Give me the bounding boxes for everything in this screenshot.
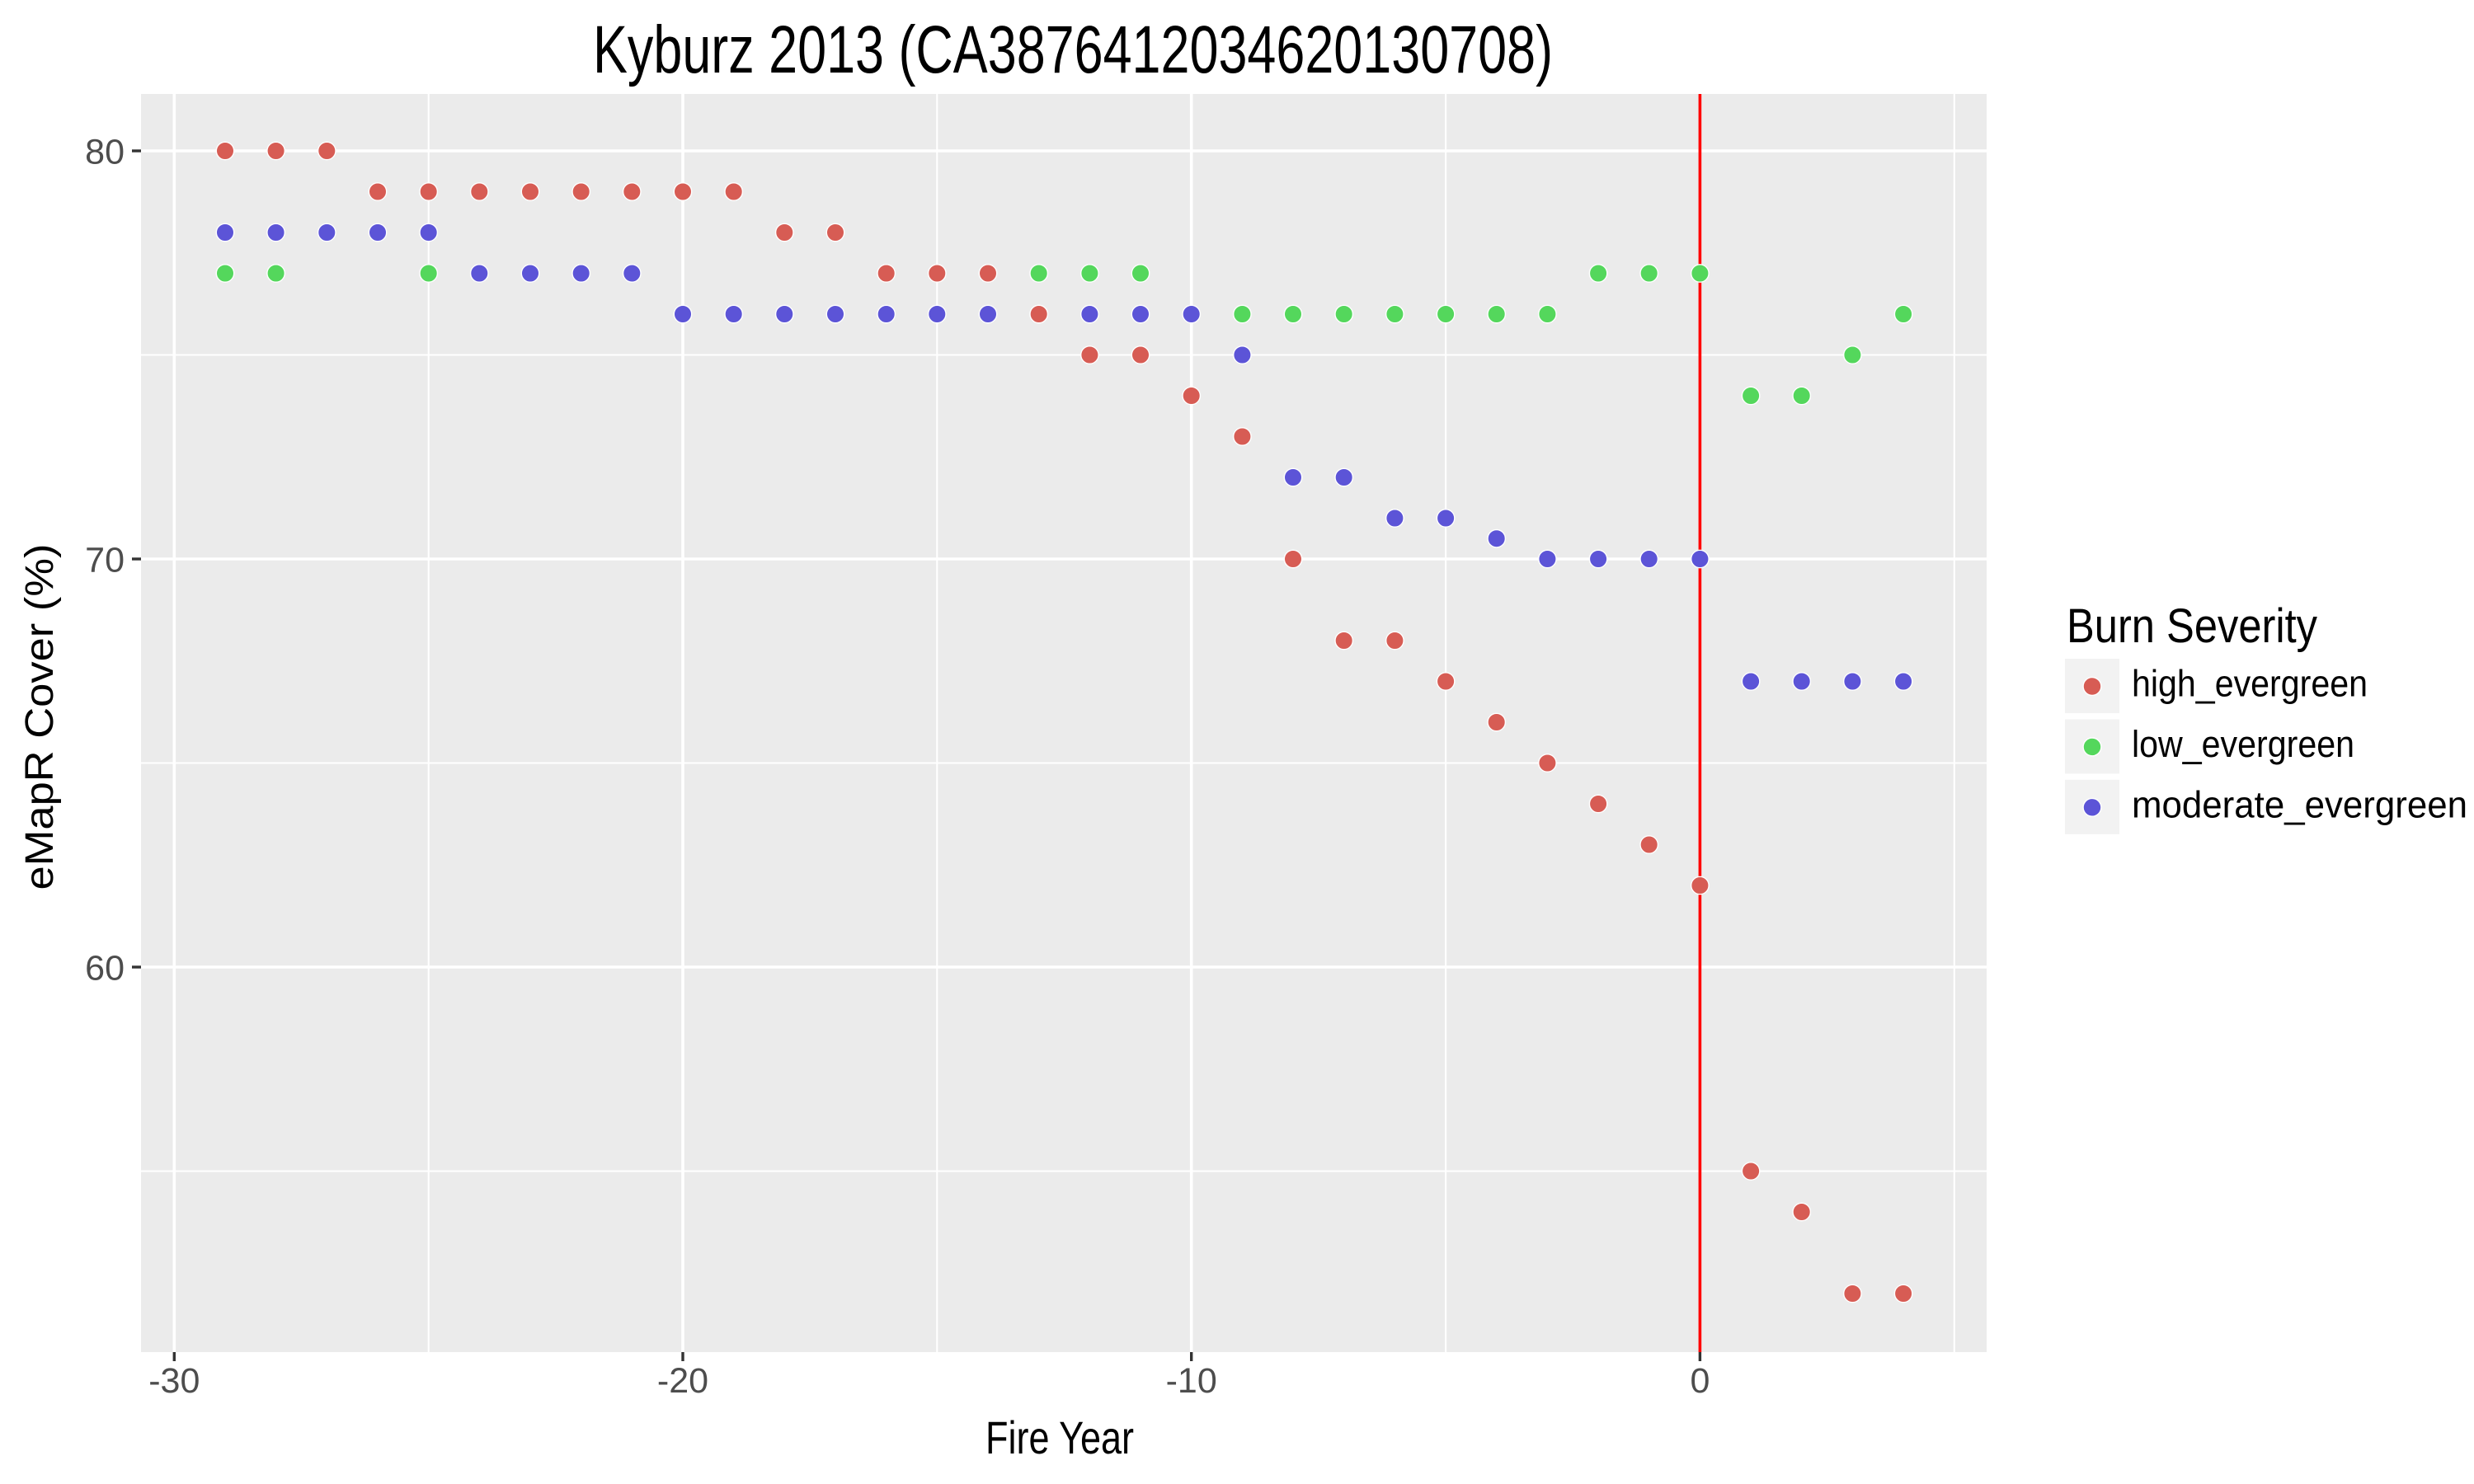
svg-text:70: 70 (85, 541, 125, 580)
svg-text:eMapR Cover (%): eMapR Cover (%) (18, 544, 62, 890)
svg-text:moderate_evergreen: moderate_evergreen (2132, 783, 2467, 825)
svg-text:-30: -30 (148, 1361, 200, 1401)
svg-text:Fire Year: Fire Year (985, 1411, 1134, 1463)
svg-text:0: 0 (1690, 1361, 1710, 1401)
svg-text:60: 60 (85, 949, 125, 989)
svg-text:low_evergreen: low_evergreen (2132, 723, 2354, 765)
svg-text:Burn Severity: Burn Severity (2067, 599, 2317, 653)
svg-text:high_evergreen: high_evergreen (2132, 663, 2368, 705)
svg-text:Kyburz 2013 (CA387641203462013: Kyburz 2013 (CA3876412034620130708) (593, 12, 1553, 87)
svg-text:-10: -10 (1166, 1361, 1217, 1401)
svg-text:-20: -20 (657, 1361, 708, 1401)
svg-text:80: 80 (85, 133, 125, 172)
